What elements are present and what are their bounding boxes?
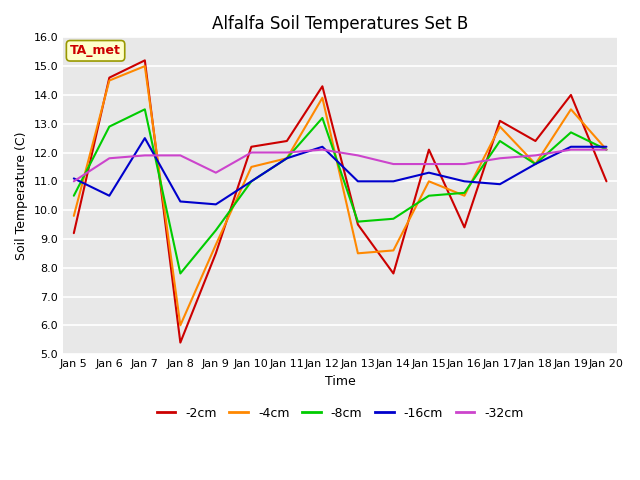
-16cm (567, 144, 575, 150)
Line: -16cm: -16cm (74, 138, 607, 204)
-32cm (70, 179, 77, 184)
-16cm (283, 156, 291, 161)
-16cm (390, 179, 397, 184)
-8cm (319, 115, 326, 121)
-32cm (390, 161, 397, 167)
-2cm (567, 92, 575, 98)
Text: TA_met: TA_met (70, 44, 121, 57)
-8cm (461, 190, 468, 196)
-16cm (496, 181, 504, 187)
-2cm (283, 138, 291, 144)
-4cm (319, 95, 326, 101)
-4cm (354, 251, 362, 256)
-32cm (567, 147, 575, 153)
-8cm (354, 219, 362, 225)
-8cm (425, 193, 433, 199)
-8cm (248, 179, 255, 184)
-4cm (461, 193, 468, 199)
-32cm (603, 147, 611, 153)
-2cm (354, 222, 362, 228)
-2cm (461, 225, 468, 230)
-4cm (425, 179, 433, 184)
-2cm (319, 84, 326, 89)
Y-axis label: Soil Temperature (C): Soil Temperature (C) (15, 132, 28, 260)
-32cm (461, 161, 468, 167)
-16cm (532, 161, 540, 167)
-2cm (532, 138, 540, 144)
-8cm (141, 107, 148, 112)
-32cm (106, 156, 113, 161)
-32cm (248, 150, 255, 156)
-4cm (106, 78, 113, 84)
Line: -8cm: -8cm (74, 109, 607, 274)
-8cm (603, 147, 611, 153)
-2cm (496, 118, 504, 124)
-16cm (70, 176, 77, 181)
-16cm (212, 202, 220, 207)
-8cm (283, 156, 291, 161)
-32cm (319, 147, 326, 153)
Line: -4cm: -4cm (74, 66, 607, 325)
-2cm (390, 271, 397, 276)
-32cm (354, 153, 362, 158)
-8cm (496, 138, 504, 144)
-16cm (354, 179, 362, 184)
-4cm (532, 161, 540, 167)
-4cm (70, 213, 77, 219)
X-axis label: Time: Time (324, 374, 355, 387)
-32cm (177, 153, 184, 158)
-4cm (141, 63, 148, 69)
-8cm (532, 161, 540, 167)
Title: Alfalfa Soil Temperatures Set B: Alfalfa Soil Temperatures Set B (212, 15, 468, 33)
Line: -2cm: -2cm (74, 60, 607, 343)
-4cm (567, 107, 575, 112)
-32cm (532, 153, 540, 158)
-4cm (177, 323, 184, 328)
-2cm (177, 340, 184, 346)
-2cm (248, 144, 255, 150)
-32cm (496, 156, 504, 161)
-8cm (70, 193, 77, 199)
-16cm (141, 135, 148, 141)
-4cm (248, 164, 255, 170)
-16cm (461, 179, 468, 184)
-2cm (141, 58, 148, 63)
-4cm (603, 147, 611, 153)
-8cm (390, 216, 397, 222)
-2cm (425, 147, 433, 153)
Legend: -2cm, -4cm, -8cm, -16cm, -32cm: -2cm, -4cm, -8cm, -16cm, -32cm (152, 402, 529, 424)
-2cm (70, 230, 77, 236)
-8cm (106, 124, 113, 130)
-16cm (106, 193, 113, 199)
-32cm (283, 150, 291, 156)
-16cm (319, 144, 326, 150)
-16cm (603, 144, 611, 150)
-4cm (283, 156, 291, 161)
-4cm (390, 248, 397, 253)
-8cm (567, 130, 575, 135)
-2cm (212, 251, 220, 256)
-32cm (425, 161, 433, 167)
-8cm (177, 271, 184, 276)
-2cm (603, 179, 611, 184)
-16cm (248, 179, 255, 184)
-32cm (141, 153, 148, 158)
-32cm (212, 170, 220, 176)
-8cm (212, 228, 220, 233)
-16cm (425, 170, 433, 176)
-16cm (177, 199, 184, 204)
Line: -32cm: -32cm (74, 150, 607, 181)
-2cm (106, 75, 113, 81)
-4cm (212, 242, 220, 248)
-4cm (496, 124, 504, 130)
